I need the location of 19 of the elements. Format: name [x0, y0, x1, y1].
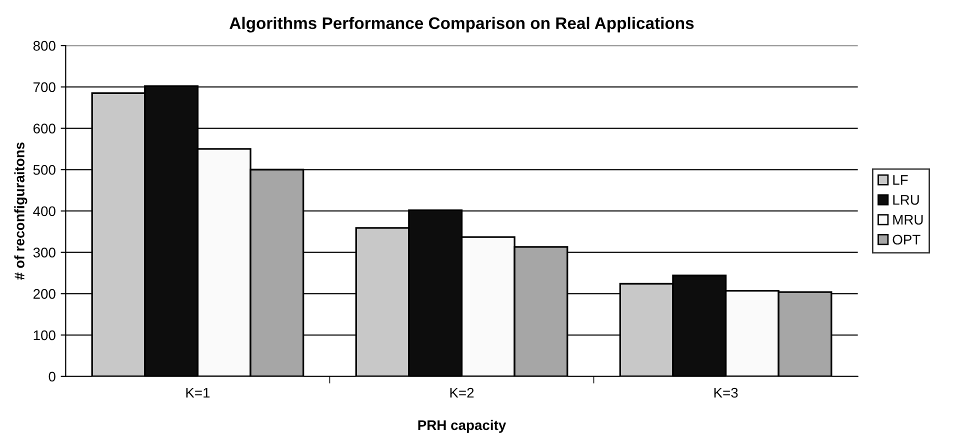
chart-title: Algorithms Performance Comparison on Real Applications: [230, 16, 694, 32]
y-tick-label: 300: [33, 248, 56, 258]
y-tick-label: 100: [34, 330, 56, 340]
y-axis-title: # of reconfiguraitons: [14, 142, 28, 280]
y-tick-label: 0: [48, 372, 56, 382]
x-axis-title: PRH capacity: [418, 420, 506, 433]
legend-label: LRU: [893, 195, 919, 205]
y-tick-label: 200: [33, 289, 56, 299]
y-tick-label: 600: [34, 124, 56, 134]
x-tick-label: K=3: [714, 388, 738, 398]
x-tick-label: K=1: [186, 388, 210, 398]
y-tick-label: 800: [33, 40, 56, 51]
y-tick-label: 500: [33, 164, 56, 175]
legend-label: OPT: [892, 234, 920, 245]
legend-label: MRU: [893, 214, 923, 225]
legend-label: LF: [893, 175, 908, 185]
y-tick-label: 700: [34, 82, 56, 92]
y-tick-label: 400: [33, 206, 56, 216]
x-tick-label: K=2: [450, 388, 474, 398]
